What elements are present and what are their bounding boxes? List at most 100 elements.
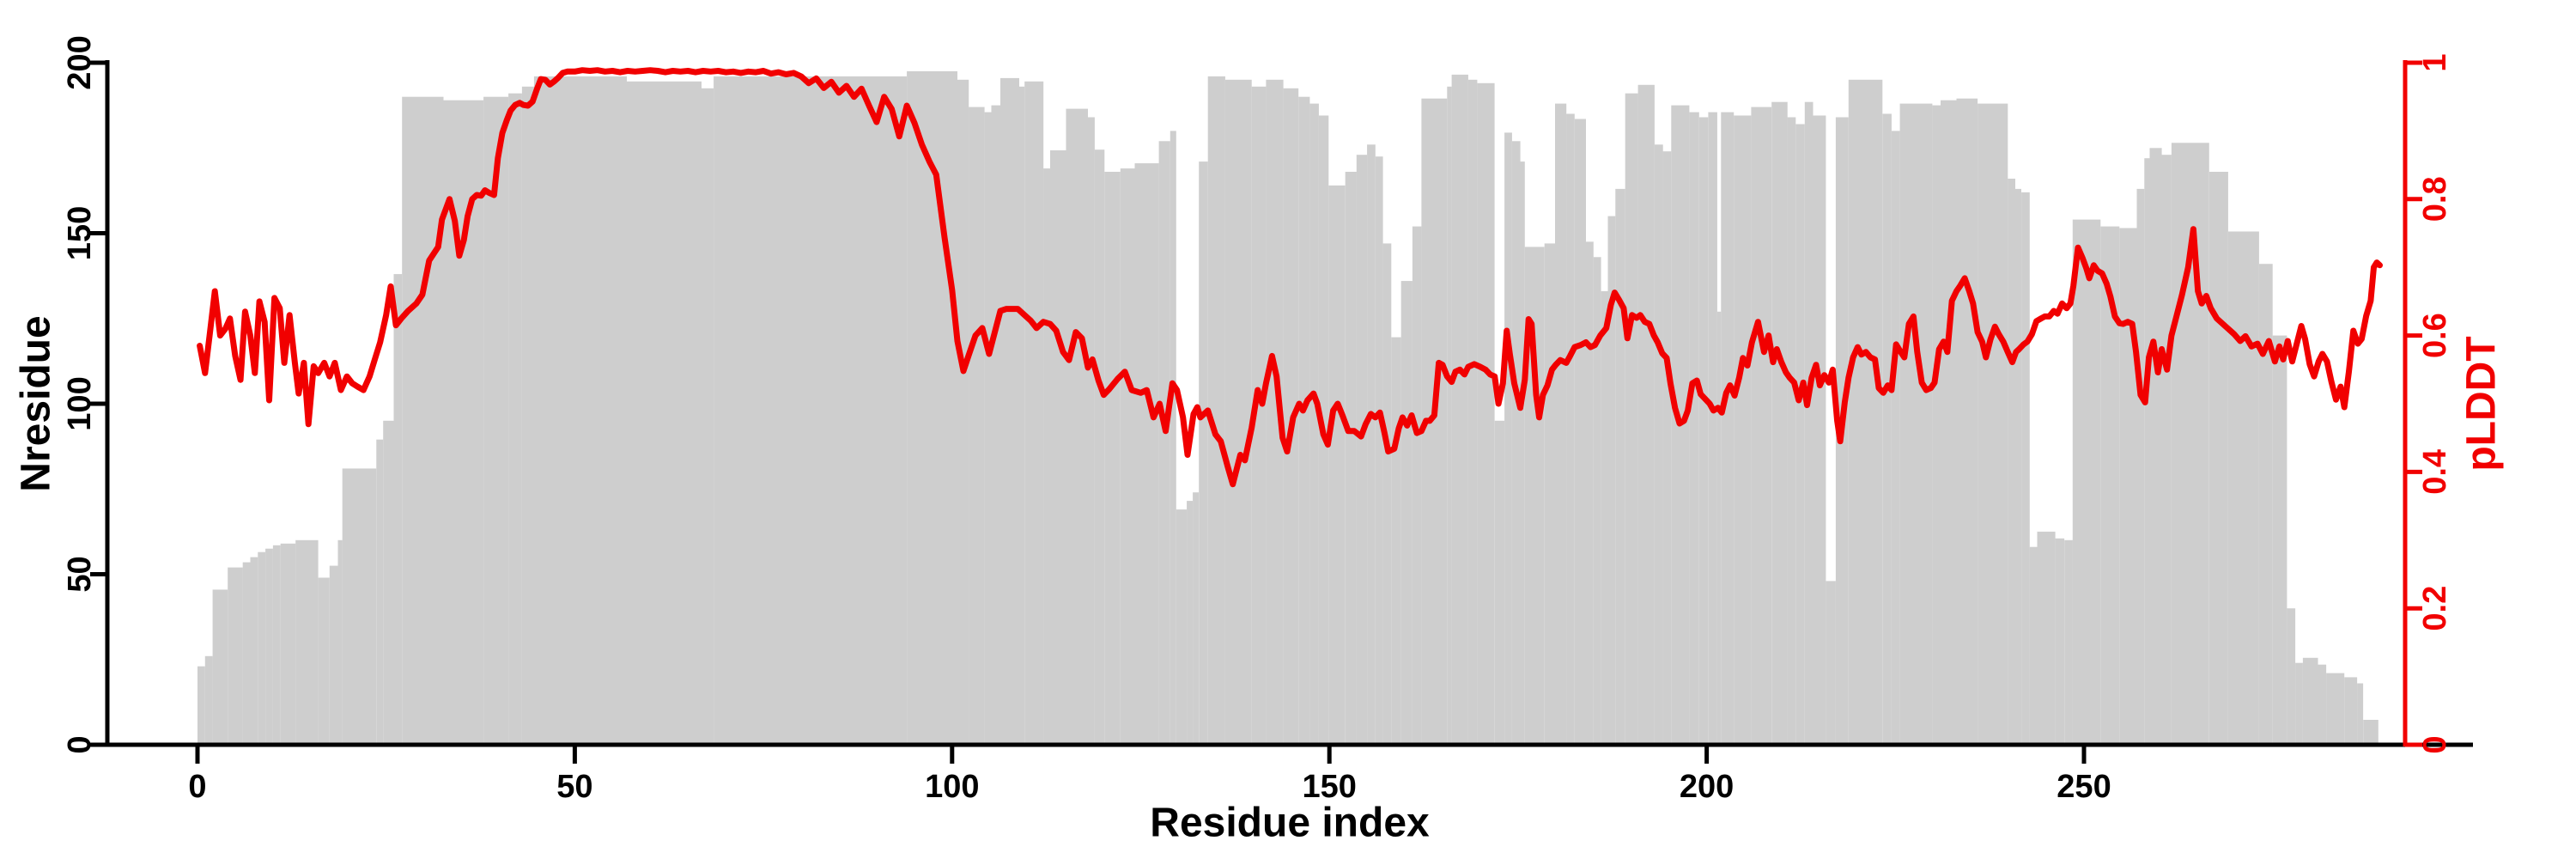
x-tick-label: 50 [556,769,592,805]
bar-span [2144,158,2150,745]
bar-span [1494,420,1505,745]
bar-span [483,96,509,745]
y2-tick-label: 1 [2417,53,2453,71]
bar-span [702,88,714,746]
bar-span [1134,163,1159,746]
bar-span [969,107,985,746]
bar-span [1176,509,1188,745]
bar-span [1574,119,1586,745]
bar-span [329,565,338,745]
bar-span [280,543,296,745]
tick-labels: 0 50 100 150 200 0 50 100 150 200 250 0 0.2 0.4 0.6 0.8… [62,35,2453,805]
bar-span [1104,172,1121,745]
bar-span [1224,79,1252,746]
bar-span [1207,76,1225,745]
y-tick-label: 0 [62,735,98,753]
bar-span [508,93,522,745]
bar-span [272,545,281,745]
bar-span [2295,662,2303,745]
bar-span [2136,188,2145,745]
bar-span [1607,216,1616,746]
bar-span [1734,115,1752,745]
bar-span [1043,168,1050,746]
y-tick-label: 200 [62,35,98,89]
bar-span [1382,243,1392,745]
bar-span [265,548,273,745]
bar-span [1795,124,1805,745]
bar-span [1187,501,1194,745]
bar-span [1251,86,1267,746]
y-tick-label: 150 [62,206,98,260]
bar-span [1328,185,1346,745]
bar-span [1771,101,1788,745]
bar-span [2363,720,2379,745]
bar-span [1170,131,1176,745]
bar-span [2008,179,2015,745]
bar-span [1899,103,1933,746]
y-tick-label: 50 [62,556,98,592]
bar-span [1266,79,1284,746]
bar-span [1199,161,1208,746]
bar-span [1586,241,1594,745]
bar-span [1751,107,1772,746]
bar-span [1941,100,1957,745]
bar-span [1601,291,1608,745]
nresidue-bars-series [197,70,2379,746]
bar-span [2208,172,2228,745]
bar-span [1024,81,1044,746]
bar-span [228,567,243,745]
bar-span [2344,677,2358,745]
bar-span [1721,112,1735,746]
bar-span [1787,117,1796,745]
y2-tick-label: 0.6 [2417,313,2453,358]
bar-span [318,577,330,745]
bar-span [2287,608,2296,745]
bar-span [2149,148,2162,746]
bar-span [1566,113,1575,745]
bar-span [1400,281,1413,746]
bar-span [907,70,957,745]
bar-span [402,96,444,745]
bar-span [1451,74,1468,745]
bar-span [714,76,908,745]
bar-span [337,539,343,745]
bar-span [1504,132,1512,745]
bar-span [1120,168,1135,746]
bar-span [1662,151,1672,745]
bar-span [627,81,702,746]
bar-span [1467,79,1478,746]
bar-span [1094,149,1105,745]
bar-span [984,112,992,746]
bar-span [1826,581,1836,745]
bar-span [1524,247,1545,745]
bar-span [1716,311,1722,745]
bar-span [197,666,205,745]
bar-span [1066,108,1088,746]
bar-span [1655,144,1663,746]
x-tick-label: 250 [2057,769,2111,805]
bar-span [1978,103,2008,746]
bar-span [1593,257,1601,745]
bar-span [957,79,969,746]
bar-span [376,439,384,745]
bar-span [242,562,251,745]
bar-span [1088,117,1095,745]
bar-span [204,655,213,745]
bar-span [2015,188,2021,745]
bar-span [1375,156,1383,745]
bar-span [212,589,228,745]
bar-span [1309,103,1319,746]
bar-span [1544,243,1555,745]
x-tick-label: 100 [925,769,979,805]
bar-span [2318,664,2327,745]
bar-span [2064,539,2073,745]
plddt-line-series [197,67,2383,488]
bar-span [2055,538,2065,745]
bar-span [1019,86,1025,746]
bar-span [1520,161,1525,746]
bar-span [1511,141,1521,746]
bar-span [295,539,319,745]
bar-span [1956,98,1978,745]
bar-span [342,468,377,745]
